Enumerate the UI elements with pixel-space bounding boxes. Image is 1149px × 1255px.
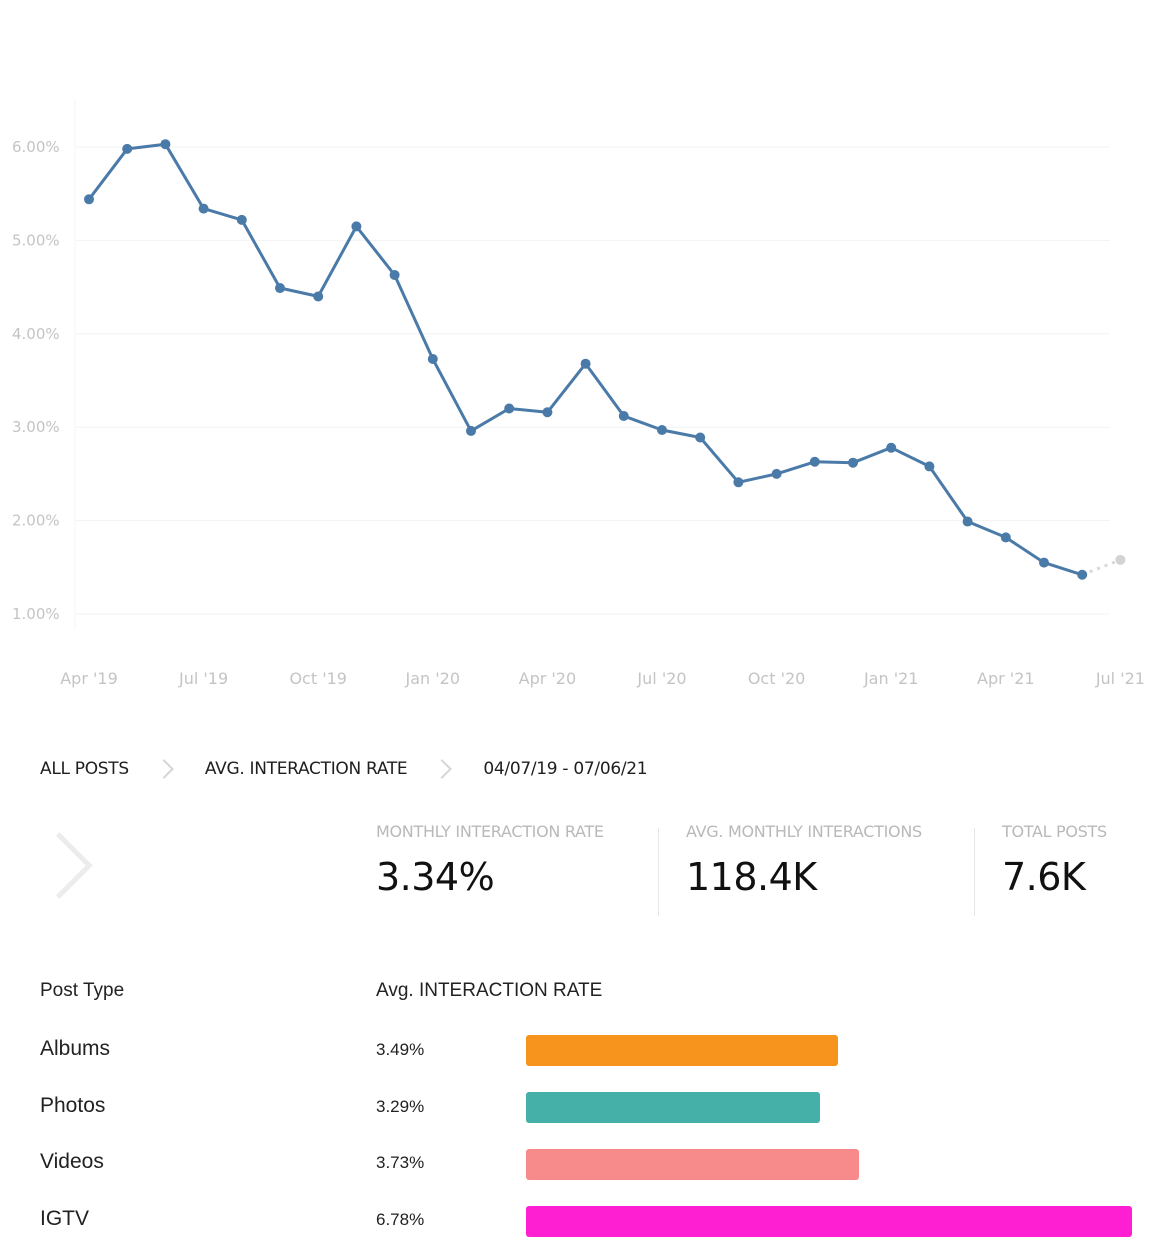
y-axis-ticks: 1.00% 2.00% 3.00% 4.00% 5.00% 6.00% — [12, 138, 60, 623]
interaction-rate-header: Avg. INTERACTION RATE — [376, 980, 603, 1001]
stat-monthly-interaction-rate: MONTHLY INTERACTION RATE 3.34% — [376, 822, 604, 899]
stat-total-posts: TOTAL POSTS 7.6K — [1002, 822, 1107, 899]
post-type-label: IGTV — [40, 1207, 90, 1230]
series-points — [84, 139, 1126, 580]
data-point — [962, 516, 973, 527]
rate-bar — [526, 1035, 838, 1066]
y-tick-label: 6.00% — [12, 138, 60, 156]
post-type-label: Albums — [40, 1037, 111, 1060]
grid-lines — [74, 100, 1110, 630]
x-tick-label: Jul '21 — [1095, 669, 1145, 688]
data-point — [389, 269, 400, 280]
data-point — [427, 354, 438, 365]
data-point — [1077, 569, 1088, 580]
post-type-label: Videos — [40, 1150, 104, 1173]
stat-label: MONTHLY INTERACTION RATE — [376, 822, 604, 841]
stat-divider — [974, 828, 975, 916]
data-point — [84, 194, 94, 205]
stat-label: AVG. MONTHLY INTERACTIONS — [686, 822, 922, 841]
chevron-right-icon[interactable] — [26, 832, 93, 899]
breadcrumb-all-posts[interactable]: ALL POSTS — [40, 759, 129, 779]
post-type-rate: 3.29% — [376, 1097, 425, 1116]
data-point — [351, 221, 362, 232]
y-tick-label: 4.00% — [12, 325, 60, 343]
x-tick-label: Jul '19 — [178, 669, 228, 688]
data-point — [848, 457, 858, 468]
x-axis-ticks: Apr '19 Jul '19 Oct '19 Jan '20 Apr '20 Jul '… — [60, 669, 1145, 688]
projected-line-path — [1081, 558, 1121, 577]
data-point — [657, 425, 667, 436]
data-point — [466, 425, 476, 436]
x-tick-label: Apr '20 — [519, 669, 577, 688]
data-point — [924, 461, 935, 472]
y-tick-label: 3.00% — [12, 418, 60, 436]
breadcrumb-metric[interactable]: AVG. INTERACTION RATE — [204, 759, 408, 779]
chevron-right-icon — [153, 759, 174, 779]
x-tick-label: Jul '20 — [636, 669, 686, 688]
rate-bar — [526, 1092, 821, 1123]
stat-value: 7.6K — [1002, 855, 1086, 899]
data-point — [160, 139, 171, 150]
stat-value: 118.4K — [686, 855, 817, 899]
x-tick-label: Apr '19 — [60, 669, 118, 688]
breadcrumb: ALL POSTS AVG. INTERACTION RATE 04/07/19… — [40, 757, 648, 781]
interaction-rate-line-chart: 1.00% 2.00% 3.00% 4.00% 5.00% 6.00% Apr '19 Ju… — [12, 100, 1145, 688]
data-point — [695, 432, 706, 443]
post-type-rate: 3.49% — [376, 1040, 425, 1059]
rate-bar — [526, 1206, 1132, 1237]
data-point — [733, 477, 744, 488]
data-point — [122, 143, 133, 154]
post-type-label: Photos — [40, 1094, 106, 1117]
data-point — [1039, 557, 1049, 568]
x-tick-label: Jan '20 — [405, 669, 461, 688]
x-tick-label: Oct '19 — [289, 669, 347, 688]
data-point — [313, 291, 324, 302]
post-type-rate: 6.78% — [376, 1210, 425, 1229]
data-point — [771, 468, 782, 479]
data-point — [1115, 554, 1126, 565]
post-type-header: Post Type — [40, 980, 125, 1001]
stat-avg-monthly-interactions: AVG. MONTHLY INTERACTIONS 118.4K — [686, 822, 922, 899]
y-tick-label: 1.00% — [12, 605, 60, 623]
chevron-right-icon — [432, 759, 453, 779]
stat-divider — [658, 828, 659, 916]
post-type-rate: 3.73% — [376, 1153, 425, 1172]
series-line — [87, 142, 1121, 577]
data-point — [236, 214, 247, 225]
data-point — [618, 410, 629, 421]
x-tick-label: Jan '21 — [863, 669, 919, 688]
data-point — [542, 407, 553, 418]
x-tick-label: Oct '20 — [748, 669, 806, 688]
data-point — [886, 442, 897, 453]
data-point — [198, 203, 209, 214]
stat-value: 3.34% — [376, 855, 495, 899]
data-point — [504, 403, 515, 414]
y-tick-label: 5.00% — [12, 231, 60, 249]
y-tick-label: 2.00% — [12, 512, 60, 530]
rate-bar — [526, 1149, 860, 1180]
stat-label: TOTAL POSTS — [1002, 822, 1107, 841]
breadcrumb-date-range[interactable]: 04/07/19 - 07/06/21 — [483, 759, 648, 779]
data-point — [809, 456, 820, 467]
data-point — [1000, 532, 1011, 543]
data-point — [275, 283, 285, 294]
x-tick-label: Apr '21 — [977, 669, 1035, 688]
data-point — [580, 358, 591, 369]
